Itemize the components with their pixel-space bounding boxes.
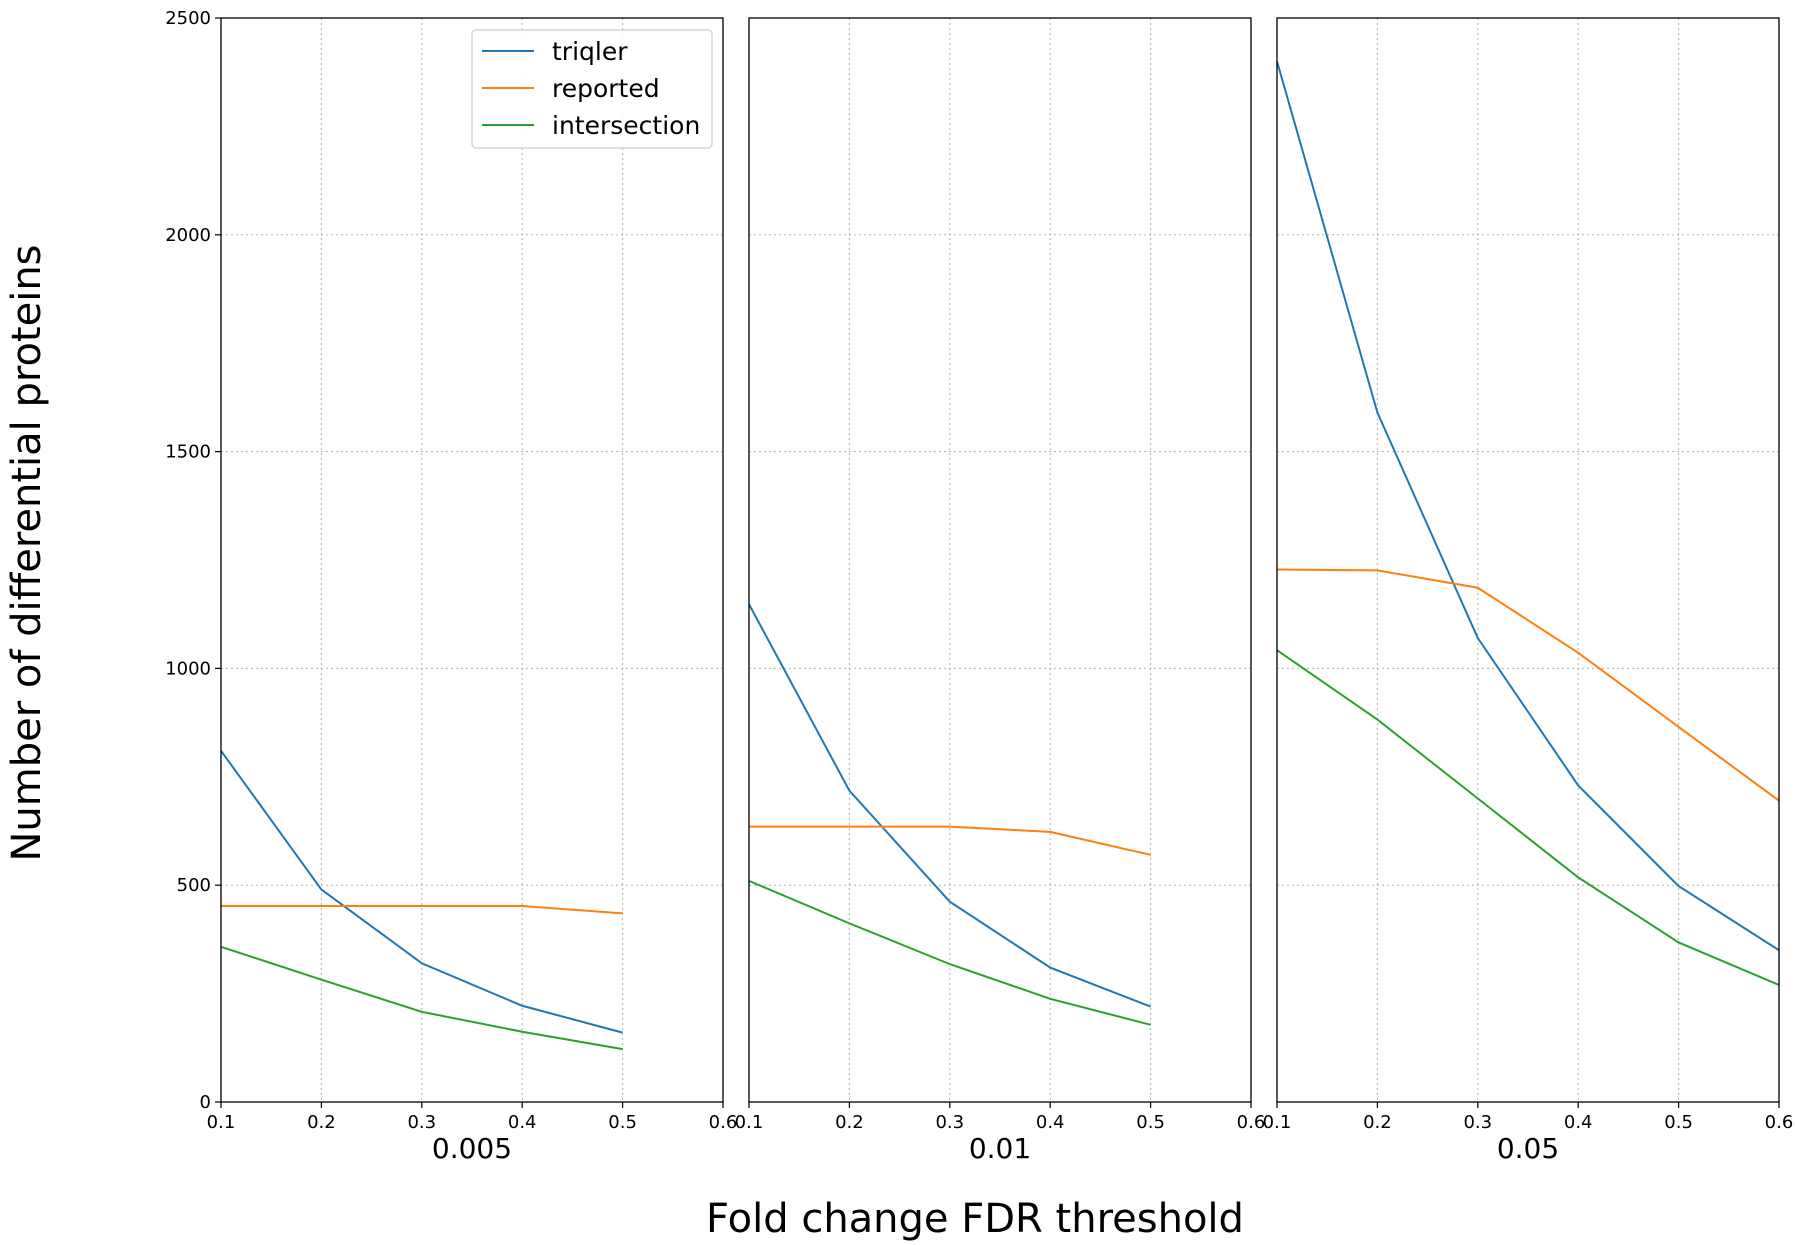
panel-frame <box>1276 17 1780 1103</box>
x-tick-label: 0.6 <box>709 1112 738 1133</box>
x-tick-label: 0.3 <box>935 1112 964 1133</box>
series-line-intersection <box>220 945 623 1051</box>
x-tick-label: 0.3 <box>407 1112 436 1133</box>
panel-label: 0.05 <box>1497 1132 1559 1165</box>
legend-label-intersection: intersection <box>552 111 700 140</box>
x-tick-label: 0.2 <box>1363 1112 1392 1133</box>
x-tick-label: 0.5 <box>1664 1112 1693 1133</box>
panel-frame <box>220 17 724 1103</box>
y-tick-label: 1500 <box>165 442 211 463</box>
legend-label-reported: reported <box>552 74 660 103</box>
y-tick-label: 2000 <box>165 225 211 246</box>
panel-0.05: 0.1 0.2 0.3 0.4 0.5 0.6 0.05 <box>1263 17 1794 1165</box>
panel-0.01: 0.1 0.2 0.3 0.4 0.5 0.6 0.01 <box>735 17 1266 1165</box>
y-tick-label: 1000 <box>165 658 211 679</box>
series-line-triqler <box>748 603 1151 1008</box>
series-line-triqler <box>220 750 623 1034</box>
x-tick-label: 0.2 <box>835 1112 864 1133</box>
y-tick-label: 0 <box>200 1092 211 1113</box>
x-tick-label: 0.3 <box>1463 1112 1492 1133</box>
series-line-intersection <box>1276 649 1780 986</box>
x-axis-label: Fold change FDR threshold <box>706 1196 1244 1242</box>
x-tick-label: 0.2 <box>307 1112 336 1133</box>
legend-label-triqler: triqler <box>552 37 628 66</box>
x-tick-label: 0.5 <box>1136 1112 1165 1133</box>
panels-layer: 0.1 0.2 0.3 0.4 0.5 0.6 0 500 1000 1500 2000 2500 0.… <box>165 8 1793 1165</box>
x-tick-label: 0.1 <box>735 1112 764 1133</box>
series-line-intersection <box>748 879 1151 1026</box>
x-tick-label: 0.1 <box>1263 1112 1292 1133</box>
x-tick-label: 0.4 <box>1036 1112 1065 1133</box>
y-tick-label: 500 <box>177 875 211 896</box>
series-line-triqler <box>1276 61 1780 952</box>
panel-label: 0.005 <box>432 1132 512 1165</box>
x-tick-label: 0.4 <box>508 1112 537 1133</box>
legend: triqler reported intersection <box>471 29 713 149</box>
x-tick-label: 0.6 <box>1237 1112 1266 1133</box>
series-line-reported <box>221 905 623 915</box>
x-tick-label: 0.6 <box>1765 1112 1794 1133</box>
series-line-reported <box>1276 568 1780 802</box>
panel-0.005: 0.1 0.2 0.3 0.4 0.5 0.6 0 500 1000 1500 2000 2500 0.… <box>165 8 737 1165</box>
x-tick-label: 0.1 <box>207 1112 236 1133</box>
x-tick-label: 0.4 <box>1564 1112 1593 1133</box>
y-tick-label: 2500 <box>165 8 211 29</box>
panel-frame <box>748 17 1252 1103</box>
series-line-reported <box>749 825 1151 856</box>
panel-label: 0.01 <box>969 1132 1031 1165</box>
legend-box <box>471 29 713 149</box>
x-tick-label: 0.5 <box>608 1112 637 1133</box>
y-axis-label: Number of differential proteins <box>4 244 50 861</box>
